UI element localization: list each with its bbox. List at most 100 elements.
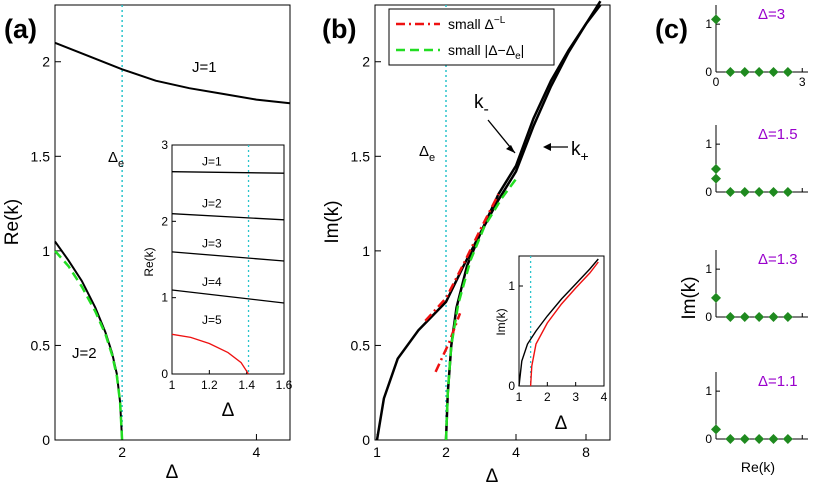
panel-c: (c) Im(k) Re(k) 0 1 0 3 Δ=3 0 1 Δ=1.5 0 1 Δ=1.3 0 1 Δ=1.… xyxy=(655,5,808,475)
delta-e-annotation: Δe xyxy=(419,143,435,164)
k-plus-main: k xyxy=(571,139,581,160)
data-point-diamond xyxy=(782,434,793,444)
subplot-x-tick-label: 3 xyxy=(799,75,806,89)
data-point-diamond xyxy=(768,434,779,444)
inset-x-axis-label: Δ xyxy=(555,413,568,434)
x-tick-label: 8 xyxy=(582,444,590,460)
data-point-diamond xyxy=(768,312,779,322)
inset-series-j5 xyxy=(171,333,250,375)
panel-label-b: (b) xyxy=(322,14,356,44)
inset-y-tick-label: 3 xyxy=(161,138,168,152)
data-point-diamond xyxy=(711,292,721,303)
data-point-diamond xyxy=(768,67,779,77)
legend-text: small Δ xyxy=(448,16,494,32)
subplot-y-tick-label: 1 xyxy=(705,262,712,276)
y-tick-label: 2 xyxy=(42,54,50,70)
y-tick-label: 1.5 xyxy=(31,148,51,164)
x-tick-label: 4 xyxy=(253,444,261,460)
inset-series-j1 xyxy=(171,171,285,174)
data-point-diamond xyxy=(754,434,765,444)
legend-sup: −L xyxy=(494,15,506,26)
y-axis-label: Im(k) xyxy=(679,276,700,319)
data-point-diamond xyxy=(754,187,765,197)
subplot-label-2: Δ=1.5 xyxy=(758,126,798,143)
subplot-label-4: Δ=1.1 xyxy=(758,373,798,390)
j2-annotation: J=2 xyxy=(72,345,97,362)
x-tick-label: 2 xyxy=(442,444,450,460)
data-point-diamond xyxy=(711,164,721,175)
legend-label-small-delta-l: small Δ−L xyxy=(448,15,506,32)
subplot-x-tick-label: 0 xyxy=(713,75,720,89)
inset-frame xyxy=(518,255,605,387)
delta-e-sub: e xyxy=(118,158,124,170)
x-axis-label: Re(k) xyxy=(741,459,775,475)
y-tick-label: 0 xyxy=(42,432,50,448)
inset-x-tick-label: 4 xyxy=(601,390,608,404)
inset-x-tick-label: 1 xyxy=(516,390,523,404)
legend-tail: | xyxy=(521,42,525,58)
k-plus-arrowhead xyxy=(543,143,551,151)
data-point-diamond xyxy=(754,67,765,77)
k-minus-arrowhead xyxy=(506,145,515,153)
inset-y-tick-label: 2 xyxy=(161,214,168,228)
b-series-small-e- xyxy=(444,178,518,441)
data-point-diamond xyxy=(739,434,750,444)
inset-y-tick-label: 0 xyxy=(508,379,515,393)
k-minus-sub: - xyxy=(484,101,489,118)
y-tick-label: 0 xyxy=(362,432,370,448)
inset-series-k-plus xyxy=(529,261,599,387)
subplot-y-tick-label: 1 xyxy=(705,137,712,151)
panel-label-c: (c) xyxy=(655,14,688,44)
x-axis-label: Δ xyxy=(166,462,179,483)
y-tick-label: 0.5 xyxy=(31,337,51,353)
delta-e-main: Δ xyxy=(419,143,429,160)
b-series-small-l-k- xyxy=(424,193,500,322)
y-axis-label: Im(k) xyxy=(322,200,343,243)
legend-text: small |Δ−Δ xyxy=(448,42,515,58)
inset-y-axis-label: Re(k) xyxy=(142,247,156,276)
inset-series-j4 xyxy=(171,289,285,304)
inset-x-tick-label: 1.6 xyxy=(276,378,293,392)
k-plus-annotation: k+ xyxy=(571,139,589,164)
inset-label-j1: J=1 xyxy=(202,154,222,168)
data-point-diamond xyxy=(739,67,750,77)
legend-label-small-delta-diff: small |Δ−Δe| xyxy=(448,42,524,62)
a-series-small-e- xyxy=(54,250,124,441)
y-tick-label: 2 xyxy=(362,54,370,70)
data-point-diamond xyxy=(725,434,736,444)
data-point-diamond xyxy=(711,14,721,25)
inset-x-axis-label: Δ xyxy=(222,400,235,421)
legend-sub: e xyxy=(515,51,521,62)
inset-y-tick-label: 0 xyxy=(161,367,168,381)
inset-series-k-minus xyxy=(518,258,599,387)
data-point-diamond xyxy=(711,173,721,184)
inset-series-j3 xyxy=(171,251,285,262)
data-point-diamond xyxy=(739,187,750,197)
panel-label-a: (a) xyxy=(4,14,37,44)
inset-y-tick-label: 1 xyxy=(508,279,515,293)
inset-label-j3: J=3 xyxy=(202,237,222,251)
b-series-small-l-k- xyxy=(434,312,462,373)
inset-x-tick-label: 1.2 xyxy=(201,378,218,392)
inset-x-tick-label: 1 xyxy=(169,378,176,392)
inset-series-j2 xyxy=(171,213,285,221)
inset-label-j4: J=4 xyxy=(202,275,222,289)
plot-frame xyxy=(374,4,611,441)
y-tick-label: 1.5 xyxy=(351,148,371,164)
inset-x-tick-label: 3 xyxy=(572,390,579,404)
y-tick-label: 1 xyxy=(42,243,50,259)
inset-y-tick-label: 1 xyxy=(161,291,168,305)
subplot-label-1: Δ=3 xyxy=(758,6,785,23)
data-point-diamond xyxy=(725,187,736,197)
inset-label-j2: J=2 xyxy=(202,196,222,210)
data-point-diamond xyxy=(739,312,750,322)
subplot-y-tick-label: 0 xyxy=(705,185,712,199)
y-axis-label: Re(k) xyxy=(2,199,23,245)
subplot-y-tick-label: 0 xyxy=(705,65,712,79)
x-tick-label: 4 xyxy=(512,444,520,460)
data-point-diamond xyxy=(725,312,736,322)
plot-frame xyxy=(54,4,291,441)
k-minus-annotation: k- xyxy=(474,92,489,118)
